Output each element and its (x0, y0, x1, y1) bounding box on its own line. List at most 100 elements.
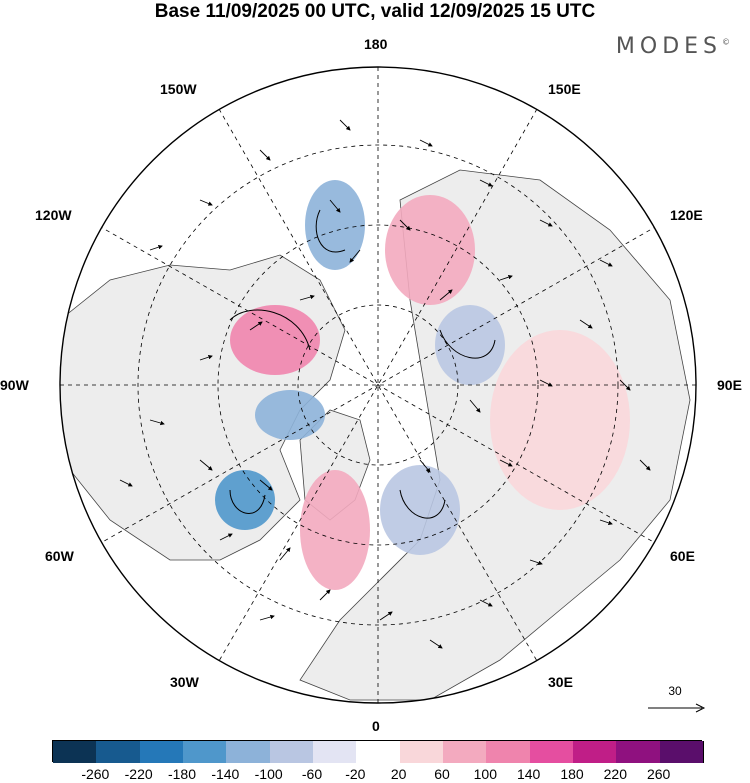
wind-vector (259, 149, 271, 161)
wind-vector (419, 459, 431, 473)
wind-vector (329, 199, 341, 213)
anomaly-central-asia-high (490, 330, 630, 510)
lon-label-150e: 150E (548, 81, 581, 97)
streamline (229, 309, 311, 351)
wind-vector (149, 245, 163, 251)
colorbar-cell (96, 741, 142, 763)
lon-label-180: 180 (364, 36, 388, 52)
colorbar-tick-label: -260 (81, 766, 110, 782)
anomaly-east-siberia-high (385, 195, 475, 305)
colorbar-cell (399, 741, 445, 763)
colorbar-cell (226, 741, 272, 763)
streamline (439, 329, 496, 359)
meridian-120e-60w (98, 225, 658, 545)
wind-vector (199, 199, 213, 206)
wind-vector (319, 589, 331, 601)
latitude-circle-70n (217, 224, 539, 546)
map-border (59, 66, 697, 704)
wind-vectors (119, 119, 651, 649)
lon-label-30e: 30E (548, 674, 573, 690)
streamlines (229, 209, 496, 519)
colorbar-cell (529, 741, 575, 763)
colorbar-cell (313, 741, 358, 763)
colorbar-cell (659, 741, 705, 763)
wind-vector (529, 559, 543, 565)
wind-vector (119, 479, 133, 487)
wind-vector (249, 321, 263, 331)
anomaly-field (215, 180, 630, 590)
wind-vector (259, 479, 273, 491)
wind-vector (149, 419, 165, 426)
reference-vector-label: 30 (668, 684, 682, 698)
colorbar-cell (486, 741, 532, 763)
wind-vector (259, 614, 275, 621)
colorbar-cell (443, 741, 488, 763)
colorbar-cell (616, 741, 662, 763)
map-title: Base 11/09/2025 00 UTC, valid 12/09/2025… (154, 1, 596, 22)
colorbar-tick-label: -180 (167, 766, 197, 782)
meridian-150e-30w (218, 108, 538, 662)
colorbar-cell (573, 741, 618, 763)
lon-label-60e: 60E (670, 548, 695, 564)
wind-vector (339, 119, 351, 131)
colorbar-tick-label: 140 (516, 766, 541, 782)
wind-vector (539, 379, 553, 387)
graticule (60, 67, 696, 703)
anomaly-labrador-low (255, 390, 325, 440)
wind-vector (579, 319, 593, 329)
wind-vector (599, 259, 613, 267)
meridian-150w-30e (218, 108, 538, 662)
lon-label-90w: 90W (0, 377, 29, 393)
anomaly-atlantic-low (215, 470, 275, 530)
wind-vector (199, 459, 213, 471)
wind-vector (599, 519, 613, 525)
colorbar-cell (139, 741, 185, 763)
colorbar-tick-label: 180 (560, 766, 584, 782)
colorbar-cell (53, 741, 98, 763)
anomaly-canada-high (230, 305, 320, 375)
colorbar-tick-label: 20 (390, 766, 407, 782)
wind-vector (539, 219, 553, 227)
wind-vector (619, 379, 631, 391)
latitude-circle-60n (137, 144, 619, 626)
wind-vector (299, 294, 315, 301)
latitude-circle-80n (297, 304, 459, 466)
colorbar (52, 740, 705, 763)
anomaly-siberia-low (435, 305, 505, 385)
anomaly-north-pacific-low (305, 180, 365, 270)
colorbar-tick-label: 60 (434, 766, 450, 782)
colorbar-tick-label: 220 (603, 766, 628, 782)
lon-label-150w: 150W (160, 81, 197, 97)
colorbar-cell (269, 741, 315, 763)
colorbar-tick-label: -60 (301, 766, 323, 782)
polar-map (59, 66, 697, 704)
lon-label-30w: 30W (170, 674, 199, 690)
lon-label-0: 0 (372, 718, 380, 734)
anomaly-scandinavia-low (380, 465, 460, 555)
lon-label-120w: 120W (35, 207, 72, 223)
colorbar-cell (356, 741, 402, 763)
wind-vector (499, 275, 513, 281)
streamline (399, 489, 446, 519)
streamline (229, 489, 266, 514)
wind-vector (349, 249, 361, 263)
colorbar-tick-label: -20 (345, 766, 366, 782)
lon-label-60w: 60W (45, 548, 74, 564)
colorbar-tick-label: 100 (473, 766, 498, 782)
wind-vector (479, 179, 493, 187)
wind-vector (399, 219, 411, 231)
lon-label-90e: 90E (717, 377, 742, 393)
colorbar-tick-label: -140 (211, 766, 240, 782)
wind-vector (639, 459, 651, 471)
wind-vector (419, 139, 433, 147)
wind-vector (499, 459, 513, 467)
wind-vector (199, 355, 213, 361)
wind-vector (379, 611, 393, 621)
wind-vector (219, 533, 233, 541)
brand-logo: MODES© (616, 34, 730, 59)
colorbar-cell (183, 741, 228, 763)
wind-vector (279, 547, 291, 561)
wind-vector (429, 639, 443, 649)
colorbar-tick-label: -100 (254, 766, 283, 782)
colorbar-tick-label: 260 (646, 766, 671, 782)
